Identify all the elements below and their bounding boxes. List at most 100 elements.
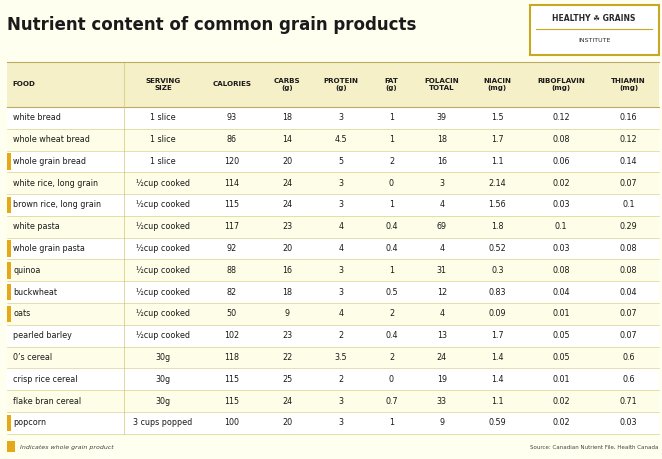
Text: HEALTHY ☘ GRAINS: HEALTHY ☘ GRAINS bbox=[553, 14, 636, 23]
Text: 4: 4 bbox=[338, 244, 344, 253]
Text: ½cup cooked: ½cup cooked bbox=[136, 179, 190, 188]
Text: 0.52: 0.52 bbox=[489, 244, 506, 253]
Text: 22: 22 bbox=[282, 353, 293, 362]
Bar bbox=[7, 262, 11, 279]
Text: 0.08: 0.08 bbox=[620, 244, 638, 253]
Text: 3: 3 bbox=[440, 179, 444, 188]
Text: 20: 20 bbox=[282, 244, 293, 253]
Text: ½cup cooked: ½cup cooked bbox=[136, 201, 190, 209]
Bar bbox=[7, 412, 659, 434]
Text: 24: 24 bbox=[282, 179, 293, 188]
Text: 0.04: 0.04 bbox=[620, 288, 638, 297]
Text: 0.01: 0.01 bbox=[553, 309, 570, 319]
Text: Source: Canadian Nutrient File, Health Canada: Source: Canadian Nutrient File, Health C… bbox=[530, 445, 659, 449]
Bar bbox=[7, 153, 11, 170]
Text: SERVING
SIZE: SERVING SIZE bbox=[145, 78, 181, 91]
Text: 39: 39 bbox=[437, 113, 447, 123]
Text: 1.1: 1.1 bbox=[491, 157, 504, 166]
Bar bbox=[7, 151, 659, 172]
Text: 9: 9 bbox=[440, 418, 444, 427]
Text: 2: 2 bbox=[338, 375, 344, 384]
Bar bbox=[7, 303, 659, 325]
Bar bbox=[7, 306, 11, 322]
Text: 3.5: 3.5 bbox=[335, 353, 348, 362]
Text: 0.83: 0.83 bbox=[489, 288, 506, 297]
Text: 2: 2 bbox=[389, 309, 394, 319]
Bar bbox=[530, 5, 659, 55]
Text: 115: 115 bbox=[224, 397, 240, 406]
Text: 18: 18 bbox=[282, 113, 293, 123]
Text: 0.07: 0.07 bbox=[620, 309, 638, 319]
Text: 9: 9 bbox=[285, 309, 290, 319]
Bar bbox=[7, 259, 659, 281]
Bar bbox=[7, 414, 11, 431]
Text: INSTITUTE: INSTITUTE bbox=[578, 39, 610, 44]
Text: 0.4: 0.4 bbox=[385, 244, 398, 253]
Text: PROTEIN
(g): PROTEIN (g) bbox=[324, 78, 359, 91]
Text: 4: 4 bbox=[440, 244, 444, 253]
Text: 114: 114 bbox=[224, 179, 240, 188]
Text: 100: 100 bbox=[224, 418, 240, 427]
Bar bbox=[7, 62, 659, 107]
Text: 3 cups popped: 3 cups popped bbox=[133, 418, 193, 427]
Text: 0.12: 0.12 bbox=[620, 135, 638, 144]
Text: whole wheat bread: whole wheat bread bbox=[13, 135, 90, 144]
Bar bbox=[7, 390, 659, 412]
Text: 0.01: 0.01 bbox=[553, 375, 570, 384]
Text: 3: 3 bbox=[338, 288, 344, 297]
Text: 30g: 30g bbox=[156, 353, 171, 362]
Text: brown rice, long grain: brown rice, long grain bbox=[13, 201, 101, 209]
Text: 0.4: 0.4 bbox=[385, 331, 398, 340]
Text: 0.71: 0.71 bbox=[620, 397, 638, 406]
Text: whole grain pasta: whole grain pasta bbox=[13, 244, 85, 253]
Text: 0.02: 0.02 bbox=[552, 179, 570, 188]
Text: 19: 19 bbox=[437, 375, 447, 384]
Bar bbox=[7, 325, 659, 347]
Text: 0.08: 0.08 bbox=[553, 266, 570, 275]
Text: 2.14: 2.14 bbox=[489, 179, 506, 188]
Text: 0.1: 0.1 bbox=[622, 201, 635, 209]
Text: 3: 3 bbox=[338, 397, 344, 406]
Text: white pasta: white pasta bbox=[13, 222, 60, 231]
Text: 0.03: 0.03 bbox=[620, 418, 638, 427]
Bar bbox=[7, 197, 11, 213]
Text: 4: 4 bbox=[338, 222, 344, 231]
Text: NIACIN
(mg): NIACIN (mg) bbox=[483, 78, 511, 91]
Text: 1.4: 1.4 bbox=[491, 353, 504, 362]
Text: CARBS
(g): CARBS (g) bbox=[274, 78, 301, 91]
Text: 1.8: 1.8 bbox=[491, 222, 504, 231]
Text: 13: 13 bbox=[437, 331, 447, 340]
Text: 5: 5 bbox=[338, 157, 344, 166]
Text: THIAMIN
(mg): THIAMIN (mg) bbox=[611, 78, 646, 91]
Bar bbox=[7, 238, 659, 259]
Text: RIBOFLAVIN
(mg): RIBOFLAVIN (mg) bbox=[538, 78, 585, 91]
Text: 1.4: 1.4 bbox=[491, 375, 504, 384]
Text: white rice, long grain: white rice, long grain bbox=[13, 179, 98, 188]
Text: 0.05: 0.05 bbox=[552, 331, 570, 340]
Text: 1 slice: 1 slice bbox=[150, 157, 175, 166]
Text: 23: 23 bbox=[282, 222, 293, 231]
Text: 12: 12 bbox=[437, 288, 447, 297]
Text: 0.6: 0.6 bbox=[622, 375, 635, 384]
Text: pearled barley: pearled barley bbox=[13, 331, 72, 340]
Text: Indicates whole grain product: Indicates whole grain product bbox=[20, 445, 114, 449]
Text: 1: 1 bbox=[389, 266, 394, 275]
Bar bbox=[7, 240, 11, 257]
Text: whole grain bread: whole grain bread bbox=[13, 157, 86, 166]
Text: 86: 86 bbox=[227, 135, 237, 144]
Text: 3: 3 bbox=[338, 266, 344, 275]
Text: 23: 23 bbox=[282, 331, 293, 340]
Text: 1.5: 1.5 bbox=[491, 113, 504, 123]
Text: 82: 82 bbox=[227, 288, 237, 297]
Bar bbox=[7, 194, 659, 216]
Text: 1 slice: 1 slice bbox=[150, 135, 175, 144]
Text: 0.07: 0.07 bbox=[620, 179, 638, 188]
Text: 0.4: 0.4 bbox=[385, 222, 398, 231]
Text: 0.02: 0.02 bbox=[552, 397, 570, 406]
Text: ½cup cooked: ½cup cooked bbox=[136, 222, 190, 231]
Text: 0.04: 0.04 bbox=[553, 288, 570, 297]
Text: 93: 93 bbox=[227, 113, 237, 123]
Text: FAT
(g): FAT (g) bbox=[385, 78, 399, 91]
Text: popcorn: popcorn bbox=[13, 418, 46, 427]
Text: 0.07: 0.07 bbox=[620, 331, 638, 340]
